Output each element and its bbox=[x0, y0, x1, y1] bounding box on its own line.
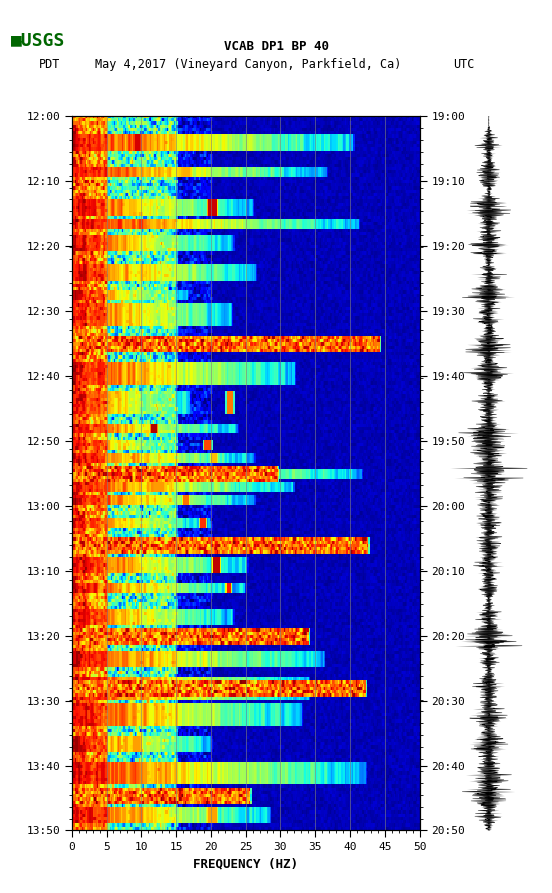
Text: ■USGS: ■USGS bbox=[11, 31, 66, 49]
X-axis label: FREQUENCY (HZ): FREQUENCY (HZ) bbox=[193, 858, 298, 871]
Text: UTC: UTC bbox=[453, 58, 474, 71]
Text: VCAB DP1 BP 40: VCAB DP1 BP 40 bbox=[224, 40, 328, 54]
Text: PDT: PDT bbox=[39, 58, 60, 71]
Text: May 4,2017 (Vineyard Canyon, Parkfield, Ca): May 4,2017 (Vineyard Canyon, Parkfield, … bbox=[95, 58, 402, 71]
